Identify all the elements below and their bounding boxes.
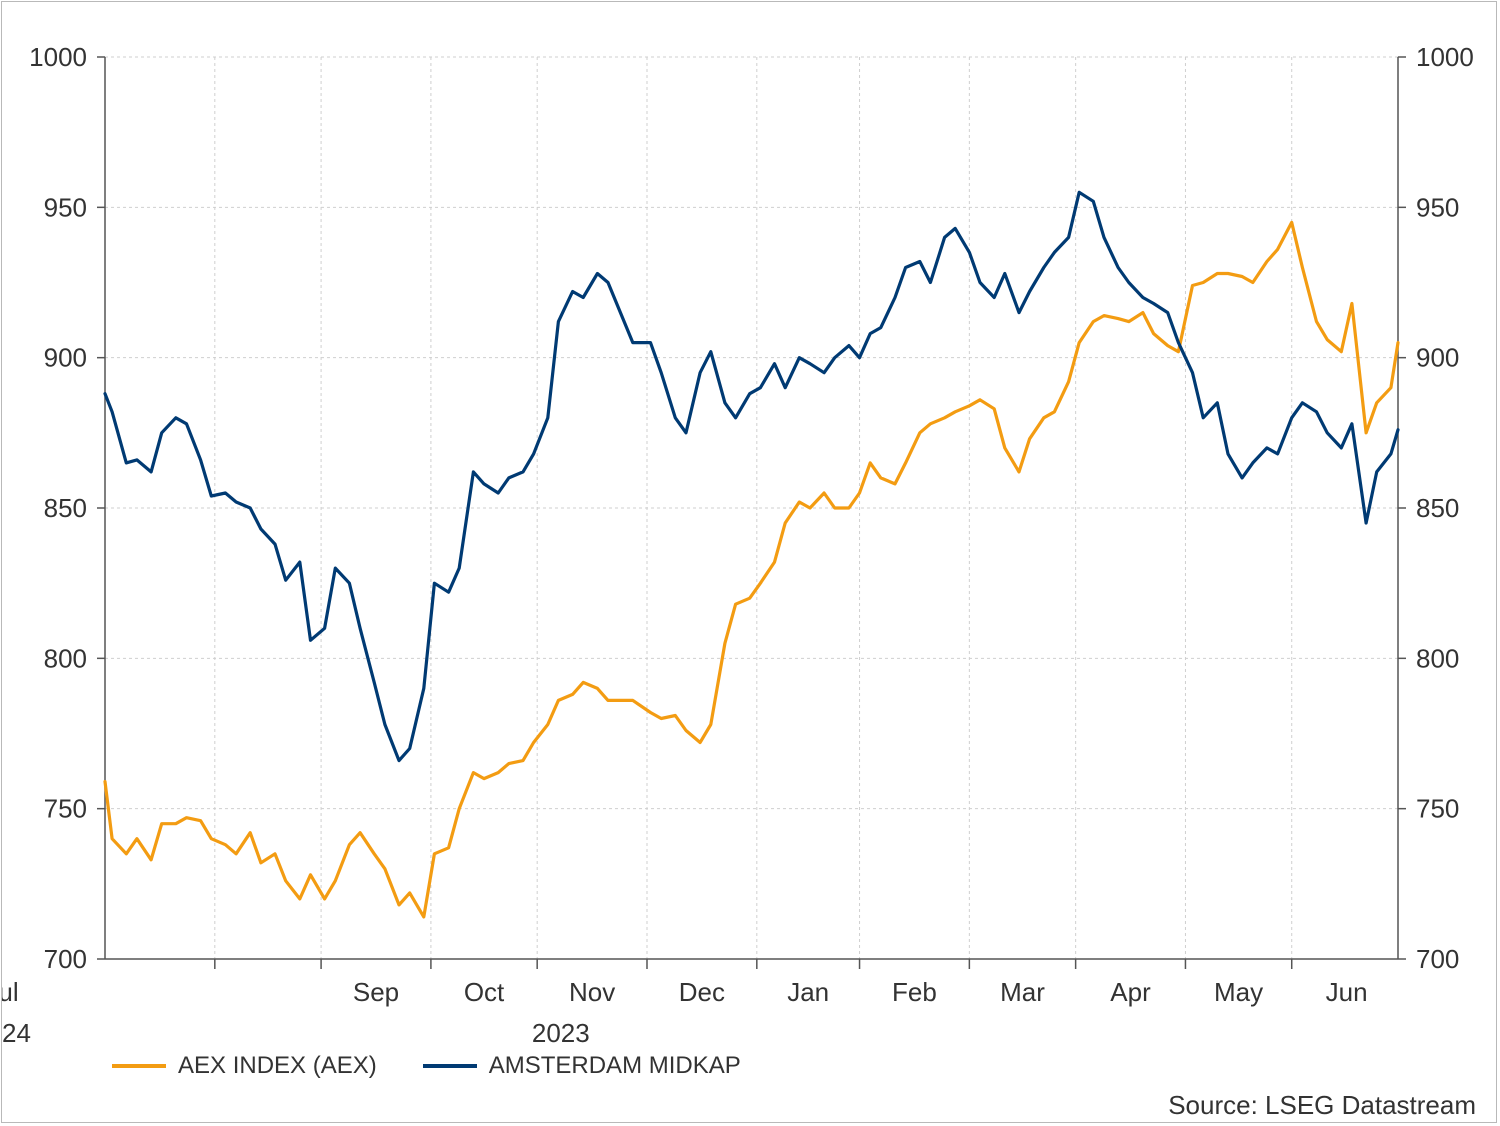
x-tick-label: Sep <box>353 977 399 1007</box>
y-tick-label-right: 1000 <box>1416 42 1474 72</box>
legend-item-midkap: AMSTERDAM MIDKAP <box>422 1052 741 1080</box>
y-tick-label-right: 850 <box>1416 493 1459 523</box>
x-tick-label: Dec <box>679 977 725 1007</box>
legend: AEX INDEX (AEX) AMSTERDAM MIDKAP <box>112 1048 787 1084</box>
x-tick-label: Jun <box>1326 977 1368 1007</box>
source-note: Source: LSEG Datastream <box>1168 1090 1476 1120</box>
y-tick-label-left: 1000 <box>29 42 87 72</box>
series-line-aex <box>103 220 1400 919</box>
y-tick-label-left: 700 <box>44 944 87 974</box>
legend-swatch-aex <box>112 1064 166 1068</box>
y-tick-label-right: 750 <box>1416 794 1459 824</box>
y-tick-label-left: 800 <box>44 643 87 673</box>
axes: 700 700 750 750 800 800 850 850 900 900 950 950 1000… <box>2 42 1474 1048</box>
gridlines <box>105 56 1398 959</box>
legend-item-aex: AEX INDEX (AEX) <box>112 1052 377 1080</box>
legend-label-midkap: AMSTERDAM MIDKAP <box>488 1052 741 1079</box>
x-year-label: 2023 <box>532 1018 590 1048</box>
x-tick-label: Mar <box>1000 977 1045 1007</box>
y-tick-label-right: 900 <box>1416 343 1459 373</box>
y-tick-label-right: 800 <box>1416 643 1459 673</box>
series-line-midkap <box>103 190 1400 763</box>
legend-label-aex: AEX INDEX (AEX) <box>178 1052 377 1079</box>
x-tick-label: Nov <box>569 977 615 1007</box>
x-year-label: 2024 <box>2 1018 31 1048</box>
x-tick-label: Jan <box>787 977 829 1007</box>
x-tick-label: Oct <box>464 977 505 1007</box>
y-tick-label-left: 900 <box>44 343 87 373</box>
y-tick-label-right: 700 <box>1416 944 1459 974</box>
x-tick-label: May <box>1214 977 1263 1007</box>
y-tick-label-right: 950 <box>1416 192 1459 222</box>
y-tick-label-left: 850 <box>44 493 87 523</box>
x-tick-label: Jul <box>2 977 19 1007</box>
legend-swatch-midkap <box>422 1064 477 1068</box>
y-tick-label-left: 750 <box>44 794 87 824</box>
x-tick-label: Feb <box>892 977 937 1007</box>
series-lines <box>103 190 1400 919</box>
y-tick-label-left: 950 <box>44 192 87 222</box>
x-tick-label: Apr <box>1110 977 1151 1007</box>
